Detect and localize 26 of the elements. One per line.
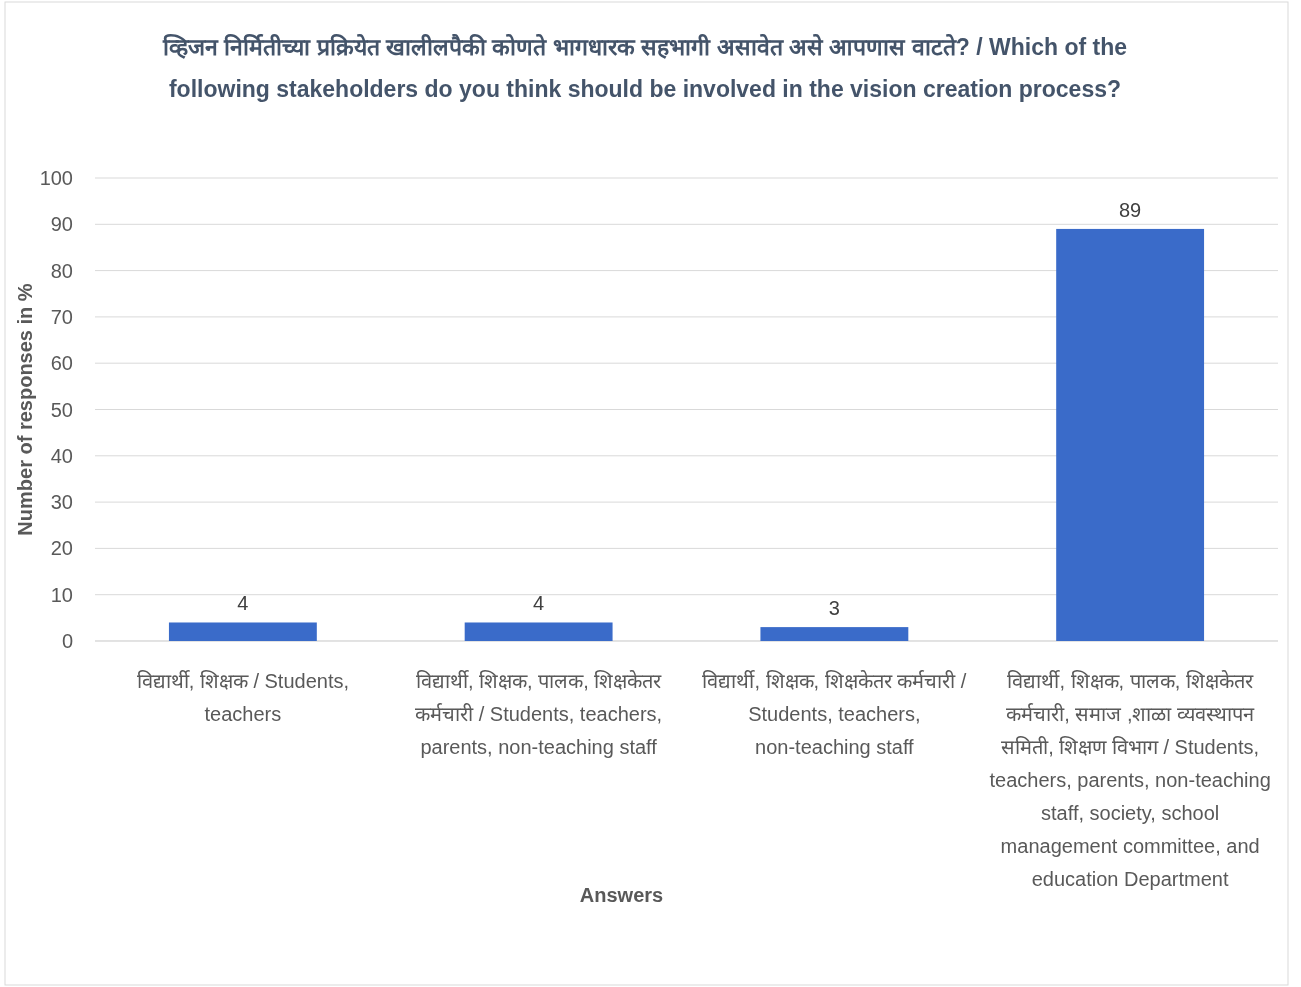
x-tick-label: विद्यार्थी, शिक्षक / Students, teachers (136, 670, 350, 725)
y-tick-label: 80 (50, 259, 73, 282)
y-tick-label: 20 (50, 537, 73, 560)
bar (1056, 228, 1205, 641)
y-axis-title: Number of responses in % (14, 283, 36, 536)
y-tick-label: 60 (50, 352, 73, 375)
y-tick-label: 10 (50, 583, 73, 606)
data-label: 89 (1119, 198, 1142, 221)
y-tick-label: 40 (50, 444, 73, 467)
x-axis-title: Answers (579, 884, 664, 906)
x-tick-label: विद्यार्थी, शिक्षक, पालक, शिक्षकेतर कर्मचारी, समाज ,शाळा व्यवस्थापन समिती, शिक्षण विभाग / Students, teachers, parents, non-teaching staff, society, school management committee, and education Department (989, 670, 1271, 890)
y-tick-label: 70 (50, 305, 73, 328)
data-label: 4 (237, 592, 249, 615)
bar (760, 627, 909, 641)
y-tick-label: 0 (61, 630, 73, 652)
y-tick-label: 30 (50, 491, 73, 514)
x-tick-label: विद्यार्थी, शिक्षक, पालक, शिक्षकेतर कर्मचारी / Students, teachers, parents, non-teaching staff (415, 670, 663, 758)
chart-title: व्हिजन निर्मितीच्या प्रक्रियेत खालीलपैकी कोणते भागधारक सहभागी असावेत असे आपणास वाटते? / Which of the following stakeholders do you think should be involved in the vision creation process? (161, 33, 1128, 102)
bar (464, 622, 613, 641)
y-tick-label: 50 (50, 398, 73, 421)
x-tick-label: विद्यार्थी, शिक्षक, शिक्षकेतर कर्मचारी / Students, teachers, non-teaching staff (702, 670, 967, 758)
y-tick-label: 90 (50, 213, 73, 236)
data-label: 4 (533, 592, 545, 615)
y-tick-label: 100 (39, 167, 73, 189)
data-label: 3 (828, 597, 840, 620)
bar (168, 622, 317, 641)
